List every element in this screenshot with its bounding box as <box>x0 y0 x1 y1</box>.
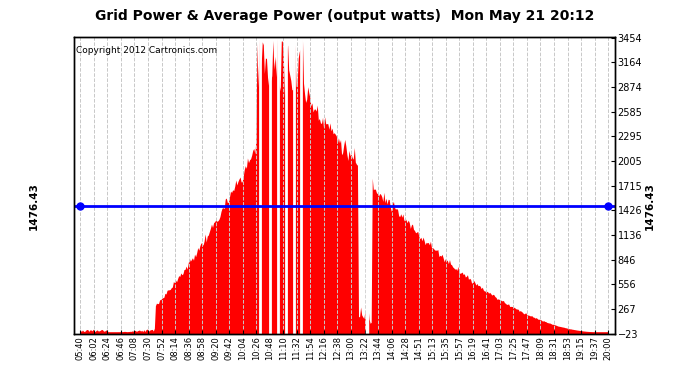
Text: 1476.43: 1476.43 <box>644 182 655 230</box>
Text: 1476.43: 1476.43 <box>28 182 39 230</box>
Text: Copyright 2012 Cartronics.com: Copyright 2012 Cartronics.com <box>77 46 217 55</box>
Text: Grid Power & Average Power (output watts)  Mon May 21 20:12: Grid Power & Average Power (output watts… <box>95 9 595 23</box>
